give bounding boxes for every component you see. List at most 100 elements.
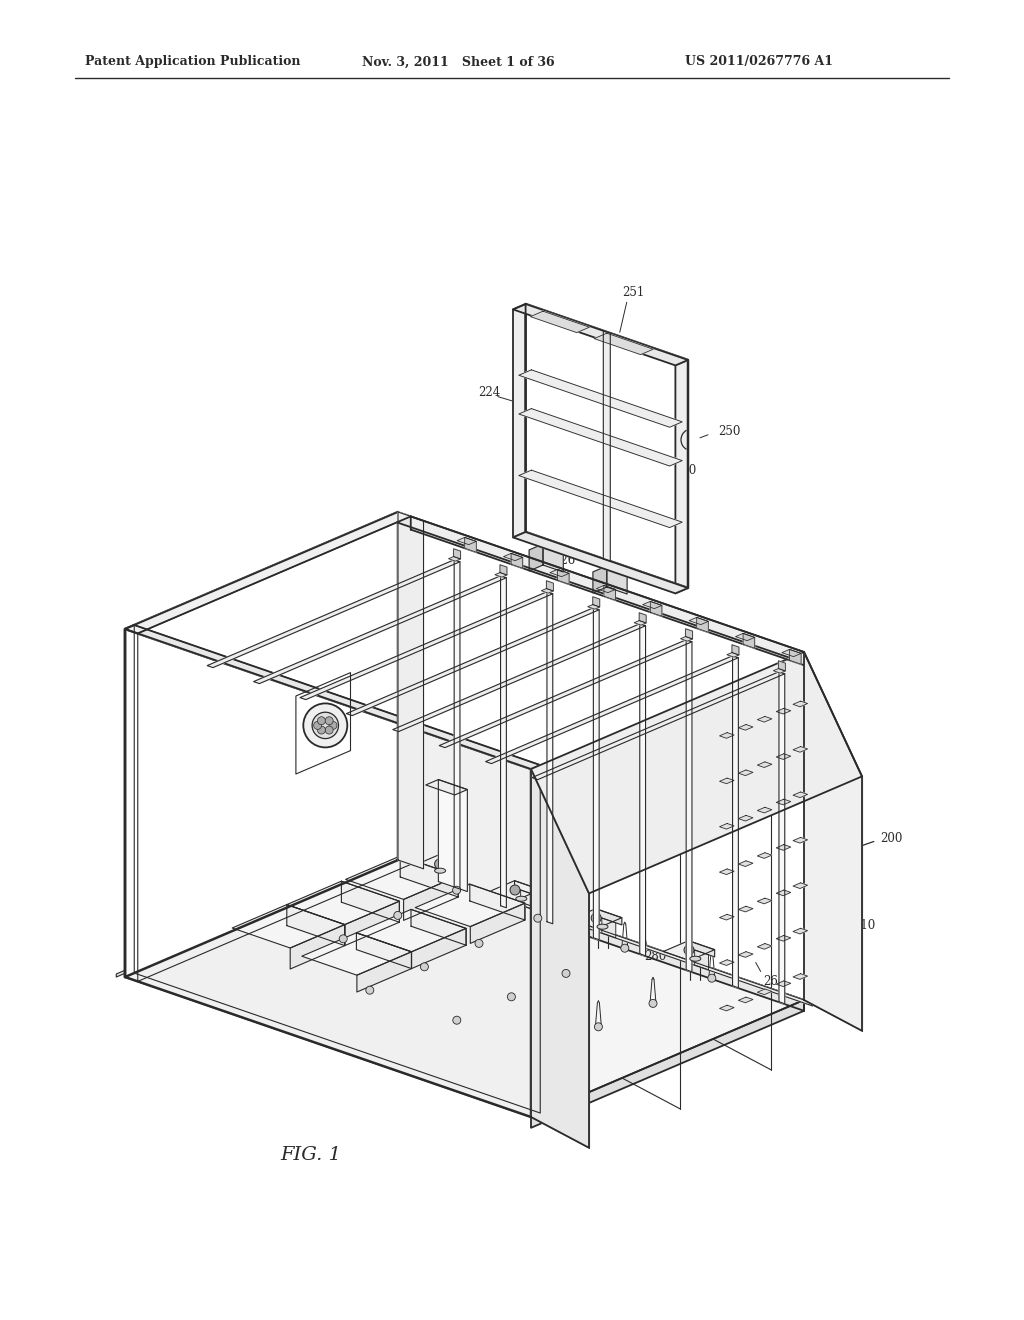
Polygon shape <box>804 652 862 1031</box>
Polygon shape <box>758 762 772 767</box>
Polygon shape <box>398 512 424 869</box>
Polygon shape <box>504 553 522 561</box>
Polygon shape <box>720 915 734 920</box>
Polygon shape <box>604 585 615 601</box>
Circle shape <box>394 911 401 920</box>
Polygon shape <box>602 917 615 937</box>
Circle shape <box>339 935 347 942</box>
Polygon shape <box>302 933 412 975</box>
Circle shape <box>508 993 515 1001</box>
Polygon shape <box>346 607 599 715</box>
Polygon shape <box>570 908 622 928</box>
Polygon shape <box>732 656 738 987</box>
Circle shape <box>317 726 326 734</box>
Polygon shape <box>489 880 541 900</box>
Circle shape <box>562 969 570 977</box>
Polygon shape <box>454 549 461 558</box>
Polygon shape <box>287 882 399 924</box>
Polygon shape <box>341 882 399 923</box>
Polygon shape <box>773 668 785 673</box>
Polygon shape <box>519 370 682 428</box>
Polygon shape <box>681 636 692 642</box>
Polygon shape <box>412 928 466 969</box>
Circle shape <box>312 713 339 739</box>
Text: Patent Application Publication: Patent Application Publication <box>85 55 300 69</box>
Polygon shape <box>207 560 460 668</box>
Circle shape <box>591 913 601 923</box>
Text: 261: 261 <box>441 890 463 903</box>
Polygon shape <box>793 928 808 935</box>
Polygon shape <box>495 573 507 577</box>
Polygon shape <box>449 557 461 561</box>
Polygon shape <box>557 569 569 585</box>
Polygon shape <box>776 890 791 896</box>
Polygon shape <box>117 857 389 977</box>
Text: 264: 264 <box>763 975 785 987</box>
Text: 200: 200 <box>881 832 903 845</box>
Polygon shape <box>397 516 804 657</box>
Ellipse shape <box>516 896 526 902</box>
Polygon shape <box>720 733 734 738</box>
Circle shape <box>649 999 657 1007</box>
Polygon shape <box>500 565 507 576</box>
Polygon shape <box>470 903 525 944</box>
Polygon shape <box>457 537 476 545</box>
Circle shape <box>366 986 374 994</box>
Polygon shape <box>720 869 734 875</box>
Polygon shape <box>793 701 808 706</box>
Polygon shape <box>738 907 753 912</box>
Polygon shape <box>125 626 541 770</box>
Polygon shape <box>776 845 791 850</box>
Polygon shape <box>415 884 525 927</box>
Polygon shape <box>758 944 772 949</box>
Polygon shape <box>357 952 412 993</box>
Polygon shape <box>513 304 688 366</box>
Polygon shape <box>639 612 646 623</box>
Polygon shape <box>232 904 345 948</box>
Polygon shape <box>254 576 506 684</box>
Text: Nov. 3, 2011   Sheet 1 of 36: Nov. 3, 2011 Sheet 1 of 36 <box>362 55 555 69</box>
Polygon shape <box>738 861 753 866</box>
Polygon shape <box>720 960 734 965</box>
Polygon shape <box>743 634 755 648</box>
Text: 224: 224 <box>478 385 500 399</box>
Circle shape <box>421 962 428 970</box>
Polygon shape <box>455 560 460 892</box>
Polygon shape <box>686 640 692 972</box>
Circle shape <box>453 886 461 894</box>
Polygon shape <box>779 672 784 1003</box>
Polygon shape <box>776 936 791 941</box>
Polygon shape <box>125 630 531 1117</box>
Circle shape <box>621 944 629 952</box>
Polygon shape <box>696 618 709 632</box>
Text: 251: 251 <box>622 286 644 298</box>
Text: 280: 280 <box>644 950 666 964</box>
Text: 210: 210 <box>854 919 876 932</box>
Text: 2A: 2A <box>598 554 625 572</box>
Polygon shape <box>738 816 753 821</box>
Polygon shape <box>782 649 801 656</box>
Polygon shape <box>520 890 535 909</box>
Circle shape <box>329 722 337 730</box>
Polygon shape <box>519 470 682 528</box>
Polygon shape <box>758 989 772 995</box>
Polygon shape <box>776 981 791 986</box>
Polygon shape <box>686 628 692 639</box>
Polygon shape <box>758 717 772 722</box>
Polygon shape <box>513 304 525 537</box>
Polygon shape <box>793 883 808 888</box>
Polygon shape <box>720 824 734 829</box>
Text: 220: 220 <box>674 463 696 477</box>
Polygon shape <box>607 566 627 594</box>
Polygon shape <box>547 581 553 591</box>
Polygon shape <box>547 591 553 924</box>
Circle shape <box>326 717 333 725</box>
Polygon shape <box>596 585 615 593</box>
Polygon shape <box>125 512 398 977</box>
Polygon shape <box>345 855 458 899</box>
Polygon shape <box>445 865 459 884</box>
Polygon shape <box>634 620 646 626</box>
Polygon shape <box>485 656 738 763</box>
Polygon shape <box>438 780 467 891</box>
Polygon shape <box>531 1001 804 1127</box>
